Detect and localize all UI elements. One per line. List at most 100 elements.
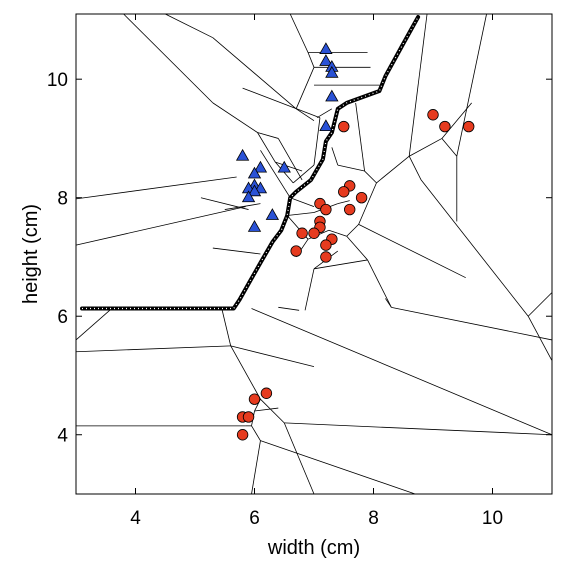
voronoi-edge [287,212,315,216]
voronoi-edge [212,102,258,133]
voronoi-edge [251,308,553,436]
voronoi-edge [277,138,303,181]
voronoi-edge [295,108,315,121]
circle-point [296,227,308,239]
voronoi-edge [260,440,416,495]
voronoi-edge [75,206,246,246]
voronoi-edge [75,345,231,353]
circle-point [338,120,350,133]
triangle-point [319,119,333,132]
voronoi-edge [275,161,303,172]
voronoi-edge [346,235,368,261]
voronoi-edge [409,138,443,157]
voronoi-edge [337,232,347,237]
voronoi-edge [527,316,553,361]
decision-boundary-line [80,15,421,311]
decision-boundary-texture [82,16,419,310]
voronoi-edge [346,224,359,237]
voronoi-edge [295,67,315,109]
voronoi-edge [75,176,237,200]
triangle-point [325,65,339,78]
circle-point [344,203,356,216]
voronoi-edge [527,292,553,317]
circle-point [338,186,350,198]
voronoi-edge [230,345,261,400]
voronoi-edge [123,13,214,104]
voronoi-edge [337,200,350,205]
circle-point [308,227,320,239]
x-tick-label: 8 [368,508,379,529]
voronoi-edge [283,422,315,495]
triangle-point [319,42,333,54]
voronoi-edge [391,306,553,341]
voronoi-edge [313,117,321,166]
triangle-point [253,160,268,173]
circle-point [427,109,439,121]
triangle-point [325,89,339,102]
voronoi-edge [200,197,249,210]
voronoi-edge [328,229,338,234]
circle-point [320,203,332,216]
voronoi-edge [376,155,410,184]
circle-point [260,387,273,399]
voronoi-edge [307,52,315,68]
voronoi-edge [75,308,112,341]
triangle-point [319,54,333,66]
voronoi-cells [75,13,553,495]
y-tick-label: 10 [47,70,68,91]
voronoi-edge [257,132,276,163]
voronoi-edge [316,108,333,119]
triangle-point [277,160,291,173]
y-tick-label: 8 [57,189,68,210]
circle-point [236,429,249,441]
voronoi-edge [212,247,261,255]
voronoi-edge [367,259,392,308]
voronoi-edge [221,308,232,346]
decision-boundary [80,15,421,311]
triangle-point [265,208,280,220]
axis-ticks: 4 6 8 10 4 6 8 10 [47,14,552,529]
voronoi-edge [441,138,458,157]
circle-point [242,411,255,423]
voronoi-edge [355,102,365,172]
circle-point [463,120,475,133]
voronoi-edge [242,87,321,119]
voronoi-edge [260,398,285,424]
voronoi-edge [337,164,365,172]
triangle-point [247,220,262,232]
triangle-point [241,190,256,203]
voronoi-edge [251,425,261,441]
voronoi-edge [260,150,291,198]
y-tick-label: 6 [57,307,68,328]
voronoi-edge [408,156,422,181]
voronoi-edge [358,182,377,225]
circle-point [290,245,302,257]
triangle-point [235,148,250,161]
y-axis-label: height (cm) [20,204,42,304]
triangle-point [247,184,262,197]
voronoi-edge [331,147,339,166]
x-tick-label: 6 [249,508,260,529]
voronoi-edge [290,197,315,207]
voronoi-edge [254,407,279,412]
voronoi-edge [251,440,261,495]
voronoi-edge [275,161,294,184]
voronoi-edge [212,37,297,110]
voronoi-edge [278,306,300,311]
voronoi-edge [420,179,529,317]
x-tick-label: 10 [482,508,503,529]
voronoi-edge [304,268,315,311]
circle-point [320,239,332,251]
voronoi-edge [257,132,279,139]
circle-point [320,251,332,263]
circle-point [355,192,368,204]
x-axis-label: width (cm) [267,537,360,559]
voronoi-edge [313,259,368,270]
voronoi-edge [385,298,392,308]
circle-point [439,120,451,133]
plot-frame [75,13,553,495]
voronoi-edge [292,164,315,184]
voronoi-edge [358,224,466,279]
y-tick-label: 4 [57,426,68,447]
